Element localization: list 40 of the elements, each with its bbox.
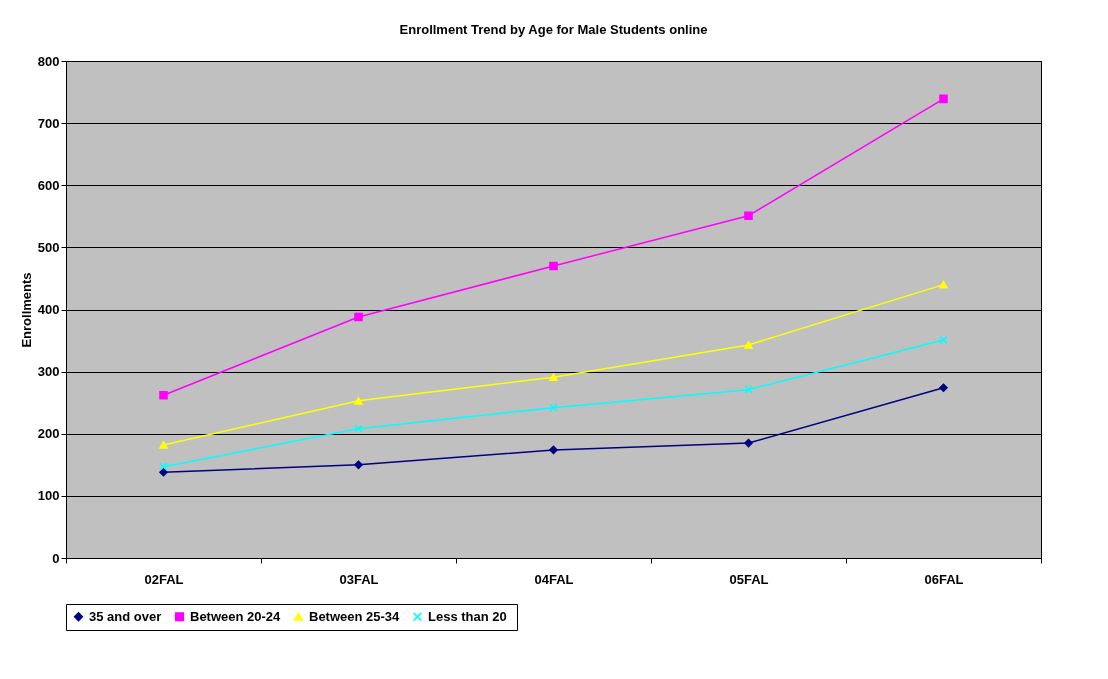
point [939, 280, 948, 289]
y-tick-label: 200 [37, 426, 60, 442]
point [354, 397, 363, 405]
legend-label: Between 25-34 [309, 608, 401, 624]
point [939, 335, 948, 345]
point [744, 385, 753, 394]
point [549, 261, 558, 271]
point [744, 341, 753, 349]
point [159, 390, 168, 400]
y-tick-label: 400 [37, 302, 60, 317]
legend-label: 35 and over [89, 608, 162, 624]
point [549, 445, 558, 455]
point [354, 312, 363, 322]
y-tick-label: 100 [37, 488, 60, 504]
point [939, 383, 948, 393]
point [939, 94, 948, 104]
y-tick-label: 0 [52, 550, 60, 566]
y-tick-label: 500 [37, 239, 60, 255]
point [159, 462, 168, 471]
y-tick-label: 700 [37, 115, 60, 131]
point [159, 467, 168, 477]
point [549, 373, 558, 382]
y-tick-label: 600 [37, 177, 60, 193]
point [354, 460, 363, 470]
y-axis-title: Enrollments [18, 272, 34, 348]
y-tick-label: 300 [37, 364, 60, 380]
point [549, 403, 558, 412]
x-tick-label: 04FAL [534, 571, 574, 587]
point [354, 424, 363, 434]
legend-label: Less than 20 [428, 608, 507, 624]
legend-label: Between 20-24 [190, 608, 282, 624]
x-tick-label: 02FAL [144, 571, 184, 587]
point [744, 438, 753, 448]
x-tick-label: 03FAL [339, 571, 379, 587]
y-tick-label: 800 [37, 53, 60, 69]
point [744, 211, 753, 220]
chart-title: Enrollment Trend by Age for Male Students online [399, 22, 708, 37]
point [159, 441, 168, 449]
x-tick-label: 06FAL [924, 571, 964, 587]
x-tick-label: 05FAL [729, 571, 769, 587]
